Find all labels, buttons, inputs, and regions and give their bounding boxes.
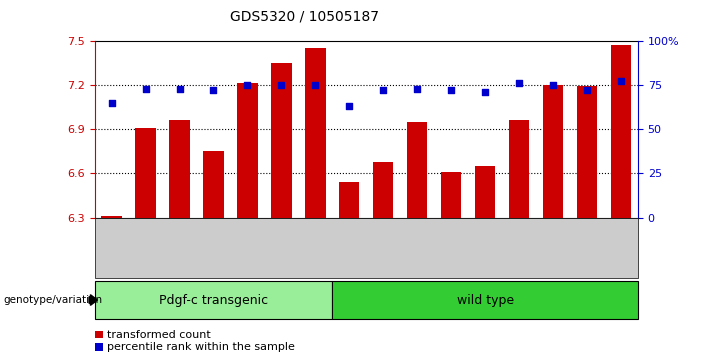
Point	[581, 87, 592, 93]
Point	[242, 82, 253, 88]
Point	[479, 89, 491, 95]
Point	[547, 82, 559, 88]
Bar	[102, 216, 122, 218]
Bar	[475, 166, 496, 218]
Point	[378, 87, 389, 93]
Point	[411, 86, 423, 91]
Bar	[271, 63, 292, 218]
Point	[275, 82, 287, 88]
Bar	[373, 162, 393, 218]
Text: genotype/variation: genotype/variation	[4, 295, 102, 305]
Bar	[543, 85, 563, 218]
Point	[106, 100, 117, 105]
Bar	[203, 152, 224, 218]
Point	[310, 82, 321, 88]
Point	[446, 87, 457, 93]
Point	[615, 79, 627, 84]
Point	[513, 80, 524, 86]
Bar	[577, 86, 597, 218]
Bar	[339, 182, 360, 218]
Text: wild type: wild type	[456, 293, 514, 307]
Point	[140, 86, 151, 91]
Bar	[305, 48, 325, 218]
Bar	[135, 128, 156, 218]
Bar	[170, 120, 190, 218]
Text: transformed count: transformed count	[107, 330, 210, 339]
Bar	[407, 122, 428, 218]
Bar	[509, 120, 529, 218]
Point	[208, 87, 219, 93]
Point	[343, 103, 355, 109]
Bar	[237, 84, 258, 218]
Point	[174, 86, 185, 91]
Text: GDS5320 / 10505187: GDS5320 / 10505187	[231, 9, 379, 23]
Text: percentile rank within the sample: percentile rank within the sample	[107, 342, 294, 352]
Bar	[611, 45, 631, 218]
Bar	[441, 172, 461, 218]
Text: Pdgf-c transgenic: Pdgf-c transgenic	[159, 293, 268, 307]
